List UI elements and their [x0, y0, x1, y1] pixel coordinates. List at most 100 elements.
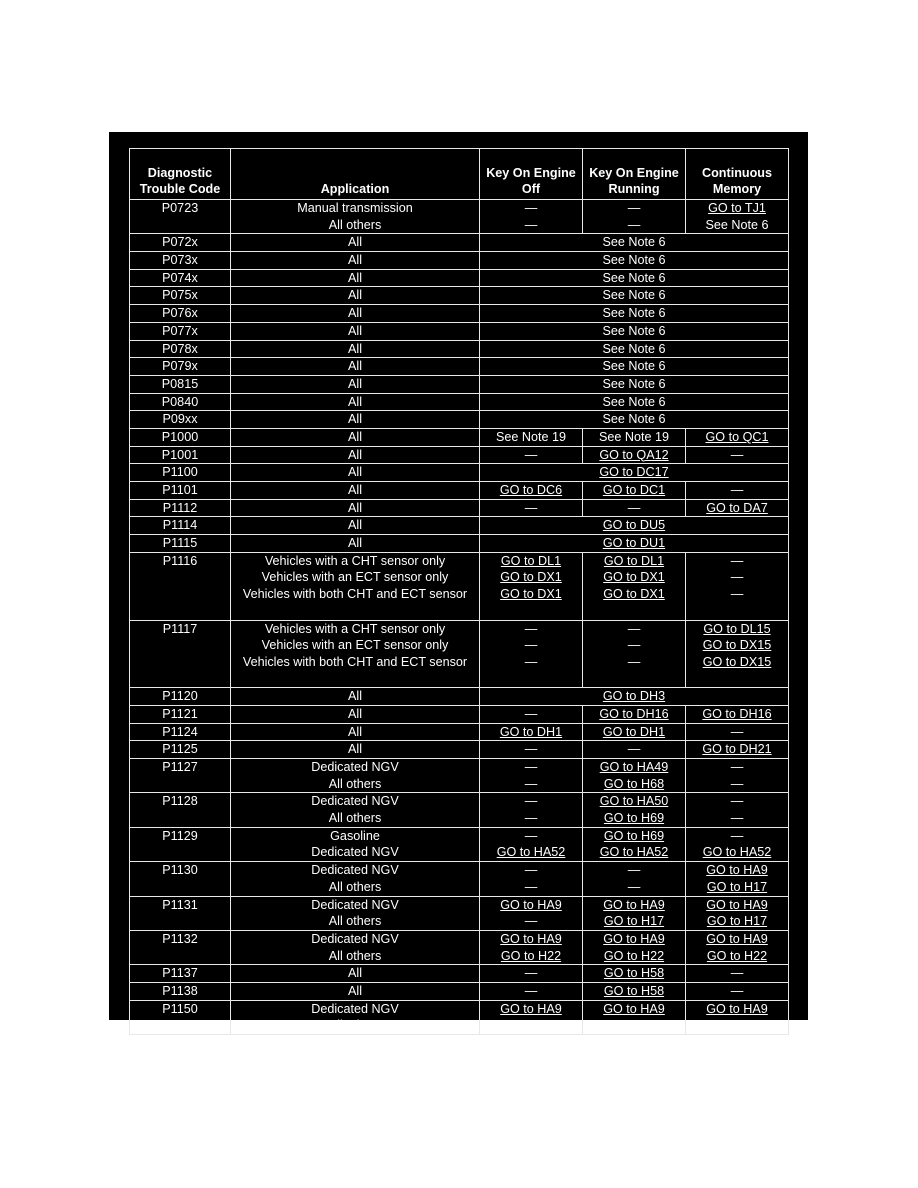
procedure-link[interactable]: GO to DX1: [500, 587, 562, 602]
procedure-link[interactable]: GO to QA12: [599, 447, 669, 462]
koer-cell: GO to H58: [582, 981, 686, 1001]
procedure-link[interactable]: GO to H58: [603, 983, 665, 998]
procedure-link[interactable]: GO to DC1: [602, 483, 666, 497]
cell-text: —: [524, 500, 538, 515]
procedure-link[interactable]: GO to DX15: [702, 638, 772, 653]
dtc-code: P1137: [129, 964, 231, 983]
procedure-link[interactable]: GO to DH16: [599, 706, 669, 721]
procedure-link[interactable]: GO to HA9: [603, 897, 665, 912]
procedure-link[interactable]: GO to DL15: [703, 621, 771, 636]
dtc-code: P1101: [129, 481, 231, 500]
merged-test-cell: See Note 6: [479, 251, 789, 270]
procedure-link[interactable]: GO to DA7: [706, 500, 768, 515]
procedure-link[interactable]: GO to HA9: [706, 1001, 768, 1016]
procedure-link[interactable]: GO to HA9: [706, 897, 768, 912]
koeo-cell: — —: [479, 198, 583, 235]
dtc-code-text: P0723: [161, 201, 199, 215]
dtc-code: P1100: [129, 463, 231, 482]
cell-text: All: [348, 742, 362, 757]
procedure-link[interactable]: GO to H17: [706, 914, 768, 929]
cell-text: —: [524, 794, 538, 809]
dtc-code-text: P1129: [162, 828, 198, 843]
procedure-link[interactable]: GO to HA9: [706, 931, 768, 946]
procedure-link[interactable]: GO to DC17: [599, 465, 669, 480]
cell-text: All: [348, 412, 362, 427]
continuous-memory-cell: —: [685, 722, 789, 742]
procedure-link[interactable]: GO to H58: [603, 966, 665, 981]
continuous-memory-cell: GO to DL15 GO to DX15 GO to DX15: [685, 619, 789, 689]
procedure-link[interactable]: GO to HA9: [500, 931, 562, 946]
procedure-link[interactable]: GO to H22: [706, 948, 768, 963]
procedure-link[interactable]: GO to DH21: [702, 742, 772, 757]
dtc-code-text: P1001: [161, 447, 199, 462]
dtc-code-text: P078x: [162, 341, 198, 356]
procedure-link[interactable]: GO to HA9: [603, 931, 665, 946]
procedure-link[interactable]: GO to H17: [706, 1018, 768, 1033]
dtc-code-text: P1121: [162, 706, 198, 721]
cell-text: All others: [328, 776, 382, 791]
procedure-link[interactable]: GO to DH1: [602, 724, 666, 739]
procedure-link[interactable]: GO to TJ1: [708, 201, 766, 215]
procedure-link[interactable]: GO to DU1: [602, 536, 666, 551]
procedure-link[interactable]: GO to HA9: [500, 1001, 562, 1016]
procedure-link[interactable]: GO to H68: [603, 776, 665, 791]
application-cell: Dedicated NGV All others: [230, 792, 480, 828]
continuous-memory-cell: — —: [685, 792, 789, 828]
procedure-link[interactable]: GO to DX15: [702, 654, 772, 669]
procedure-link[interactable]: GO to HA9: [500, 897, 562, 912]
table-row: P079x All See Note 6: [129, 357, 789, 376]
procedure-link[interactable]: GO to HA9: [706, 863, 768, 878]
cell-text: All: [348, 465, 362, 480]
procedure-link[interactable]: GO to HA52: [702, 845, 772, 860]
koer-cell: GO to H58: [582, 964, 686, 983]
cell-text: [687, 603, 788, 619]
procedure-link[interactable]: GO to H17: [603, 914, 665, 929]
procedure-link[interactable]: GO to DH1: [499, 724, 563, 739]
cell-text: All: [348, 235, 362, 250]
procedure-link[interactable]: GO to DX1: [500, 570, 562, 585]
procedure-link[interactable]: GO to H69: [603, 811, 665, 826]
procedure-link[interactable]: GO to HA52: [496, 845, 566, 860]
procedure-link[interactable]: GO to DX1: [603, 570, 665, 585]
procedure-link[interactable]: GO to HA52: [599, 845, 669, 860]
merged-test-cell: GO to DU5: [479, 516, 789, 536]
dtc-code-text: P1124: [162, 724, 198, 739]
koer-cell: —: [582, 740, 686, 759]
koer-cell: GO to HA50 GO to H69: [582, 792, 686, 828]
procedure-link[interactable]: GO to QC1: [705, 429, 769, 444]
procedure-link[interactable]: GO to DX1: [603, 587, 665, 602]
dtc-code-text: P076x: [162, 306, 198, 321]
application-cell: Dedicated NGV All others: [230, 929, 480, 966]
koeo-cell: —: [479, 981, 583, 1001]
procedure-link[interactable]: GO to HA49: [599, 760, 669, 774]
table-row: P0815 All See Note 6: [129, 374, 789, 394]
cell-text: Dedicated NGV: [311, 845, 399, 860]
procedure-link[interactable]: GO to HA50: [599, 794, 669, 809]
procedure-link[interactable]: GO to DC6: [499, 483, 563, 497]
procedure-link[interactable]: GO to H17: [706, 879, 768, 894]
procedure-link[interactable]: GO to H22: [603, 948, 665, 963]
table-row: P078x All See Note 6: [129, 339, 789, 359]
cell-text: Vehicles with an ECT sensor only: [261, 570, 449, 585]
cell-text: —: [524, 828, 538, 843]
cell-text: —: [524, 654, 538, 669]
cell-text: —: [524, 966, 538, 981]
procedure-link[interactable]: GO to H22: [500, 948, 562, 963]
procedure-link[interactable]: GO to H69: [603, 828, 665, 843]
dtc-code: P079x: [129, 357, 231, 376]
cell-text: Gasoline: [330, 828, 380, 843]
procedure-link[interactable]: GO to DL1: [603, 553, 665, 568]
application-cell: Gasoline Dedicated NGV: [230, 826, 480, 863]
cell-text: Dedicated NGV: [311, 1001, 399, 1016]
procedure-link[interactable]: GO to DL1: [500, 553, 562, 568]
table-row: P1137 All — GO to H58 —: [129, 964, 789, 983]
dtc-table: Diagnostic Trouble Code Application Key O…: [129, 148, 789, 1036]
dtc-code: P1116: [129, 551, 231, 621]
procedure-link[interactable]: GO to DU5: [602, 518, 666, 533]
procedure-link[interactable]: GO to DH16: [702, 706, 772, 721]
dtc-code: P078x: [129, 339, 231, 359]
procedure-link[interactable]: GO to HA9: [603, 1001, 665, 1016]
procedure-link[interactable]: GO to DH3: [602, 689, 666, 704]
header-koeo-line: Key On Engine: [486, 165, 576, 180]
cell-text: See Note 6: [602, 253, 666, 268]
